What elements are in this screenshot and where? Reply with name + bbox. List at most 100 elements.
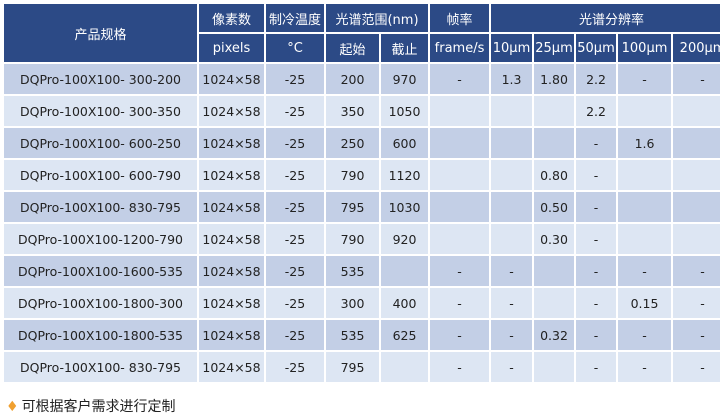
header-frame: 帧率	[430, 4, 490, 32]
table-cell: -25	[266, 352, 324, 382]
header-pixels: 像素数	[199, 4, 264, 32]
table-cell: DQPro-100X100-1600-535	[4, 256, 197, 286]
table-cell: -	[618, 256, 672, 286]
table-cell: -25	[266, 256, 324, 286]
table-cell: 1024×58	[199, 160, 264, 190]
table-cell: -	[576, 320, 617, 350]
header-cooling: 制冷温度	[266, 4, 324, 32]
header-pixels-unit: pixels	[199, 34, 264, 62]
table-cell: -	[576, 192, 617, 222]
table-cell: 1024×58	[199, 288, 264, 318]
table-cell: 1024×58	[199, 320, 264, 350]
table-cell: 0.80	[534, 160, 575, 190]
table-cell	[491, 224, 533, 254]
table-cell: -	[673, 288, 720, 318]
table-cell: -	[576, 224, 617, 254]
table-cell: -	[491, 288, 533, 318]
table-cell: -	[576, 128, 617, 158]
table-cell: -25	[266, 64, 324, 94]
table-cell: 795	[326, 352, 379, 382]
table-cell: 920	[381, 224, 429, 254]
table-cell: 1024×58	[199, 192, 264, 222]
header-cooling-unit: °C	[266, 34, 324, 62]
table-cell	[618, 224, 672, 254]
table-cell: -	[673, 320, 720, 350]
table-cell: -	[618, 320, 672, 350]
table-cell: 2.2	[576, 96, 617, 126]
table-cell: -	[430, 352, 490, 382]
table-row: DQPro-100X100-1200-790 1024×58 -25 790 920 0.…	[4, 224, 720, 254]
table-cell: 795	[326, 192, 379, 222]
table-cell: -25	[266, 160, 324, 190]
table-cell: -	[430, 320, 490, 350]
table-cell: DQPro-100X100- 300-350	[4, 96, 197, 126]
table-cell	[491, 192, 533, 222]
table-cell	[534, 256, 575, 286]
table-row: DQPro-100X100-1800-535 1024×58 -25 535 625- -…	[4, 320, 720, 350]
table-cell: 0.50	[534, 192, 575, 222]
diamond-icon: ♦	[6, 399, 19, 415]
header-slit: 200μm	[673, 34, 720, 62]
header-slit: 25μm	[534, 34, 575, 62]
table-cell: -	[618, 352, 672, 382]
table-cell	[618, 192, 672, 222]
table-cell: 600	[381, 128, 429, 158]
table-cell: 1024×58	[199, 64, 264, 94]
table-cell: 790	[326, 160, 379, 190]
table-cell: DQPro-100X100- 600-790	[4, 160, 197, 190]
table-cell: 400	[381, 288, 429, 318]
table-cell: 0.15	[618, 288, 672, 318]
table-cell: -	[430, 256, 490, 286]
table-cell: DQPro-100X100- 300-200	[4, 64, 197, 94]
table-cell: -	[430, 64, 490, 94]
table-cell: 970	[381, 64, 429, 94]
table-cell	[430, 128, 490, 158]
table-cell	[381, 352, 429, 382]
table-cell: 350	[326, 96, 379, 126]
table-cell: -25	[266, 288, 324, 318]
table-cell: 625	[381, 320, 429, 350]
table-cell	[673, 96, 720, 126]
table-cell	[618, 160, 672, 190]
table-row: DQPro-100X100- 600-790 1024×58 -25 790 1120 0…	[4, 160, 720, 190]
table-cell: 1024×58	[199, 352, 264, 382]
table-cell: 0.30	[534, 224, 575, 254]
table-cell: -	[491, 256, 533, 286]
table-cell: 1.80	[534, 64, 575, 94]
header-resolution: 光谱分辨率	[491, 4, 720, 32]
header-frame-unit: frame/s	[430, 34, 490, 62]
table-cell: -	[673, 352, 720, 382]
table-cell: 1024×58	[199, 256, 264, 286]
table-cell: -	[576, 160, 617, 190]
table-cell	[534, 96, 575, 126]
table-cell: 1120	[381, 160, 429, 190]
table-cell: DQPro-100X100- 600-250	[4, 128, 197, 158]
table-cell: 790	[326, 224, 379, 254]
table-cell: DQPro-100X100-1800-300	[4, 288, 197, 318]
table-cell: 1024×58	[199, 96, 264, 126]
table-cell: 300	[326, 288, 379, 318]
table-cell: DQPro-100X100- 830-795	[4, 352, 197, 382]
spec-table: 产品规格 像素数 制冷温度 光谱范围(nm) 帧率 光谱分辨率 pixels °…	[2, 2, 720, 384]
header-range: 光谱范围(nm)	[326, 4, 429, 32]
table-cell: 200	[326, 64, 379, 94]
table-row: DQPro-100X100- 300-350 1024×58 -25 350 1050 2…	[4, 96, 720, 126]
table-row: DQPro-100X100- 600-250 1024×58 -25 250 600 -1…	[4, 128, 720, 158]
header-slit: 10μm	[491, 34, 533, 62]
table-row: DQPro-100X100-1800-300 1024×58 -25 300 400 - -…	[4, 288, 720, 318]
table-cell: -	[491, 352, 533, 382]
table-cell: -	[576, 288, 617, 318]
table-cell: 1030	[381, 192, 429, 222]
table-cell	[618, 96, 672, 126]
table-cell: 0.32	[534, 320, 575, 350]
table-cell: -	[576, 352, 617, 382]
customization-note: ♦ 可根据客户需求进行定制	[6, 396, 176, 416]
table-cell	[381, 256, 429, 286]
table-cell: 535	[326, 320, 379, 350]
table-cell: 250	[326, 128, 379, 158]
table-cell: -	[673, 64, 720, 94]
table-cell: -25	[266, 320, 324, 350]
table-cell	[673, 128, 720, 158]
table-cell: -	[673, 256, 720, 286]
table-cell: 1024×58	[199, 128, 264, 158]
